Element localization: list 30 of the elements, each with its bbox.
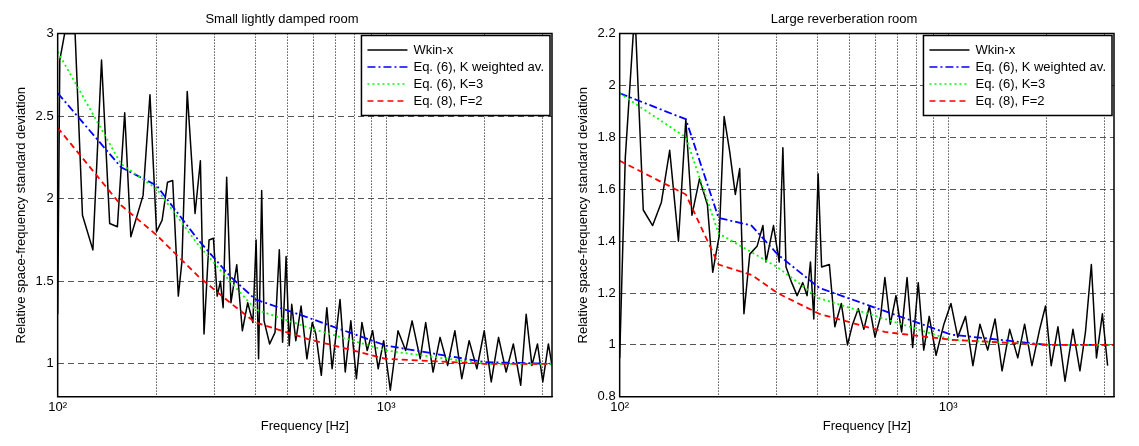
y-tick-label: 1 xyxy=(608,336,616,352)
legend-label: Eq. (6), K=3 xyxy=(975,75,1046,91)
y-tick-label: 1.4 xyxy=(597,232,616,248)
y-tick-label: 1 xyxy=(46,355,54,371)
y-tick-label: 1.6 xyxy=(597,180,616,196)
legend-label: Eq. (6), K=3 xyxy=(413,75,484,91)
y-tick-label: 1.5 xyxy=(35,272,54,288)
y-axis-title: Relative space-frequency standard deviation xyxy=(13,86,29,344)
x-axis-title: Frequency [Hz] xyxy=(822,417,911,433)
x-axis-title: Frequency [Hz] xyxy=(260,417,349,433)
y-tick-label: 1.8 xyxy=(597,128,616,144)
y-tick-label: 2 xyxy=(46,190,54,206)
legend-label: Eq. (6), K weighted av. xyxy=(413,58,544,74)
y-tick-label: 3 xyxy=(46,25,54,41)
legend-label: Eq. (8), F=2 xyxy=(975,92,1045,108)
legend-label: Eq. (8), F=2 xyxy=(413,92,483,108)
chart-title: Small lightly damped room xyxy=(205,11,359,27)
y-tick-label: 1.2 xyxy=(597,284,616,300)
legend-label: Wkin-x xyxy=(413,41,454,57)
x-tick-label: 10² xyxy=(48,399,68,415)
legend-label: Wkin-x xyxy=(975,41,1016,57)
chart-title: Large reverberation room xyxy=(770,11,918,27)
x-tick-label: 10³ xyxy=(376,399,397,415)
y-tick-label: 2.2 xyxy=(597,25,616,41)
x-tick-label: 10³ xyxy=(938,399,959,415)
y-tick-label: 2 xyxy=(608,77,616,93)
x-tick-label: 10² xyxy=(610,399,630,415)
y-tick-label: 2.5 xyxy=(35,107,54,123)
y-axis-title: Relative space-frequency standard deviation xyxy=(575,86,591,344)
legend-label: Eq. (6), K weighted av. xyxy=(975,58,1106,74)
